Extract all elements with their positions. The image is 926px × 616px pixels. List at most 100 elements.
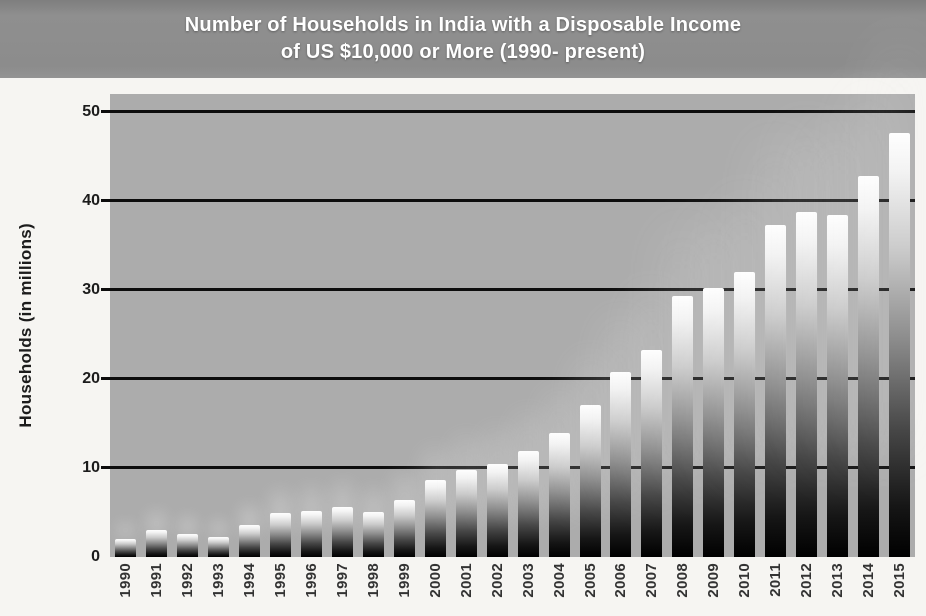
bar-1998 [362,511,384,557]
x-tick-label-1991: 1991 [147,563,165,598]
x-slot-1991: 1991 [141,563,172,615]
x-slot-2000: 2000 [420,563,451,615]
x-tick-label-1992: 1992 [178,563,196,598]
bar-slot-2003 [513,94,544,557]
x-tick-label-1990: 1990 [116,563,134,598]
x-tick-label-2013: 2013 [829,563,847,598]
bar-2010 [734,272,756,557]
bar-2015 [889,133,911,557]
y-tick-label-20: 20 [82,369,100,387]
x-slot-2011: 2011 [760,563,791,615]
bar-slot-2015 [884,94,915,557]
x-tick-label-1999: 1999 [395,563,413,598]
bar-slot-1995 [265,94,296,557]
bar-2005 [579,404,601,557]
bar-2008 [672,296,694,557]
x-tick-label-2006: 2006 [612,563,630,598]
x-tick-label-1993: 1993 [209,563,227,598]
bar-2000 [424,479,446,557]
bar-2002 [486,464,508,557]
bar-slot-1993 [203,94,234,557]
x-tick-label-2003: 2003 [519,563,537,598]
gridline-10 [101,466,915,470]
bar-slot-1994 [234,94,265,557]
x-tick-label-2004: 2004 [550,563,568,598]
y-tick-label-10: 10 [82,458,100,476]
x-slot-1997: 1997 [327,563,358,615]
bar-slot-2008 [667,94,698,557]
bar-1994 [238,524,260,557]
x-slot-2012: 2012 [791,563,822,615]
x-slot-2010: 2010 [729,563,760,615]
x-tick-label-2001: 2001 [457,563,475,598]
bar-slot-2010 [729,94,760,557]
bar-1999 [393,500,415,557]
bar-slot-2000 [420,94,451,557]
chart-title-band: Number of Households in India with a Dis… [0,0,926,78]
x-slot-2009: 2009 [698,563,729,615]
y-axis-title: Households (in millions) [16,223,35,428]
bar-1997 [331,507,353,557]
x-slot-2015: 2015 [884,563,915,615]
x-slot-2007: 2007 [636,563,667,615]
bar-slot-2007 [636,94,667,557]
bar-2007 [641,349,663,557]
bar-chart: Households (in millions) 0 10 20 30 40 50 199… [0,78,926,616]
bar-1996 [300,510,322,557]
bar-2012 [796,211,818,557]
bar-slot-2005 [575,94,606,557]
bar-slot-1990 [110,94,141,557]
bar-slot-2012 [791,94,822,557]
bar-2013 [827,215,849,557]
bar-2001 [455,469,477,557]
x-tick-label-2009: 2009 [705,563,723,598]
x-tick-label-1994: 1994 [240,563,258,598]
bar-slot-2004 [544,94,575,557]
gridline-30 [101,288,915,292]
bar-1992 [176,533,198,557]
x-tick-label-2010: 2010 [736,563,754,598]
x-tick-label-2005: 2005 [581,563,599,598]
bar-slot-1997 [327,94,358,557]
bar-2011 [765,224,787,557]
bar-1993 [207,537,229,557]
bars-layer [110,94,915,557]
x-slot-1995: 1995 [265,563,296,615]
x-tick-label-1998: 1998 [364,563,382,598]
chart-title-line-2: of US $10,000 or More (1990- present) [280,41,646,63]
bar-1991 [145,530,167,557]
x-slot-1994: 1994 [234,563,265,615]
bar-slot-2002 [482,94,513,557]
bar-slot-2014 [853,94,884,557]
y-tick-label-0: 0 [91,548,100,565]
bar-slot-2011 [760,94,791,557]
bar-slot-1996 [296,94,327,557]
x-tick-label-2007: 2007 [643,563,661,598]
x-slot-2002: 2002 [482,563,513,615]
y-tick-label-50: 50 [82,102,100,120]
bar-slot-1991 [141,94,172,557]
bar-2009 [703,288,725,557]
x-slot-2014: 2014 [853,563,884,615]
gridline-40 [101,199,915,203]
bar-slot-2006 [606,94,637,557]
x-tick-label-2015: 2015 [891,563,909,598]
x-slot-1990: 1990 [110,563,141,615]
x-slot-1992: 1992 [172,563,203,615]
bar-1990 [114,539,136,557]
bar-slot-2001 [451,94,482,557]
x-tick-label-2012: 2012 [798,563,816,598]
x-tick-label-1997: 1997 [333,563,351,598]
x-slot-1993: 1993 [203,563,234,615]
x-slot-2013: 2013 [822,563,853,615]
bar-slot-2009 [698,94,729,557]
x-slot-1996: 1996 [296,563,327,615]
bar-2006 [610,371,632,557]
x-slot-2008: 2008 [667,563,698,615]
bar-2004 [548,433,570,557]
x-slot-1998: 1998 [358,563,389,615]
x-tick-label-2002: 2002 [488,563,506,598]
bar-2003 [517,451,539,557]
chart-title-line-1: Number of Households in India with a Dis… [184,14,742,36]
x-slot-1999: 1999 [389,563,420,615]
